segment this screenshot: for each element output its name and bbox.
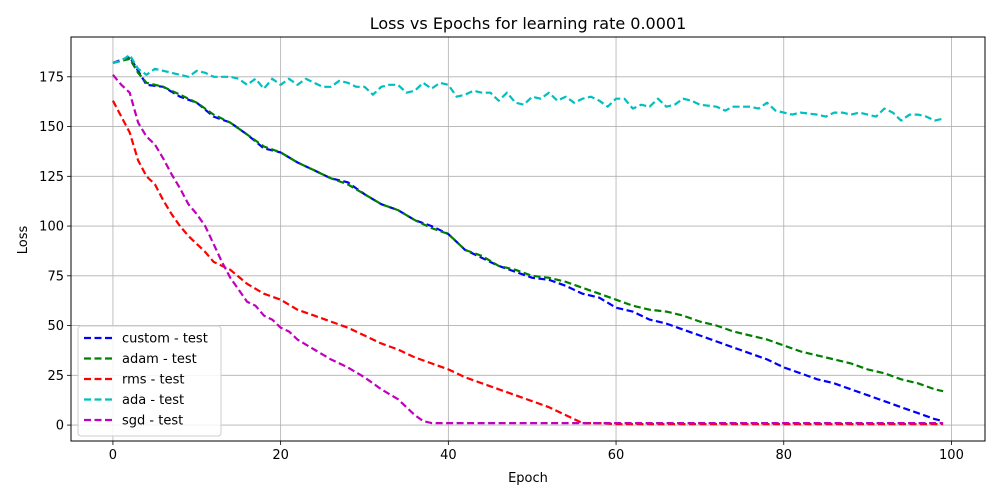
legend-label: sgd - test [122, 414, 183, 429]
x-tick-label: 100 [939, 448, 964, 463]
y-tick-label: 100 [39, 220, 64, 235]
series-lines [111, 53, 944, 426]
series-line [112, 53, 944, 122]
y-tick-label: 150 [39, 120, 64, 135]
y-tick-label: 125 [39, 170, 64, 185]
x-tick-label: 60 [608, 448, 625, 463]
series-line [112, 74, 944, 425]
x-tick-label: 40 [440, 448, 457, 463]
x-tick-label: 0 [109, 448, 117, 463]
y-tick-label: 25 [47, 369, 64, 384]
y-tick-label: 75 [47, 269, 64, 284]
legend: custom - test adam - test rms - test ada - … [77, 325, 222, 437]
axis-ticks: 0 20 40 60 80 100 0 25 50 75 100 125 150 175 [39, 70, 964, 463]
legend-label: custom - test [122, 332, 208, 347]
legend-label: adam - test [122, 352, 197, 367]
x-axis-title: Epoch [508, 471, 548, 486]
legend-label: rms - test [122, 373, 184, 388]
plot-frame [70, 36, 986, 442]
legend-box [77, 325, 222, 437]
y-axis-title: Loss [16, 226, 31, 255]
legend-label: ada - test [122, 393, 184, 408]
y-tick-label: 0 [56, 419, 64, 434]
y-tick-label: 50 [47, 319, 64, 334]
chart-title: Loss vs Epochs for learning rate 0.0001 [370, 14, 687, 33]
grid [71, 37, 985, 441]
x-tick-label: 80 [775, 448, 792, 463]
y-tick-label: 175 [39, 70, 64, 85]
series-line [112, 57, 944, 393]
x-tick-label: 20 [272, 448, 289, 463]
series-line [112, 55, 944, 423]
